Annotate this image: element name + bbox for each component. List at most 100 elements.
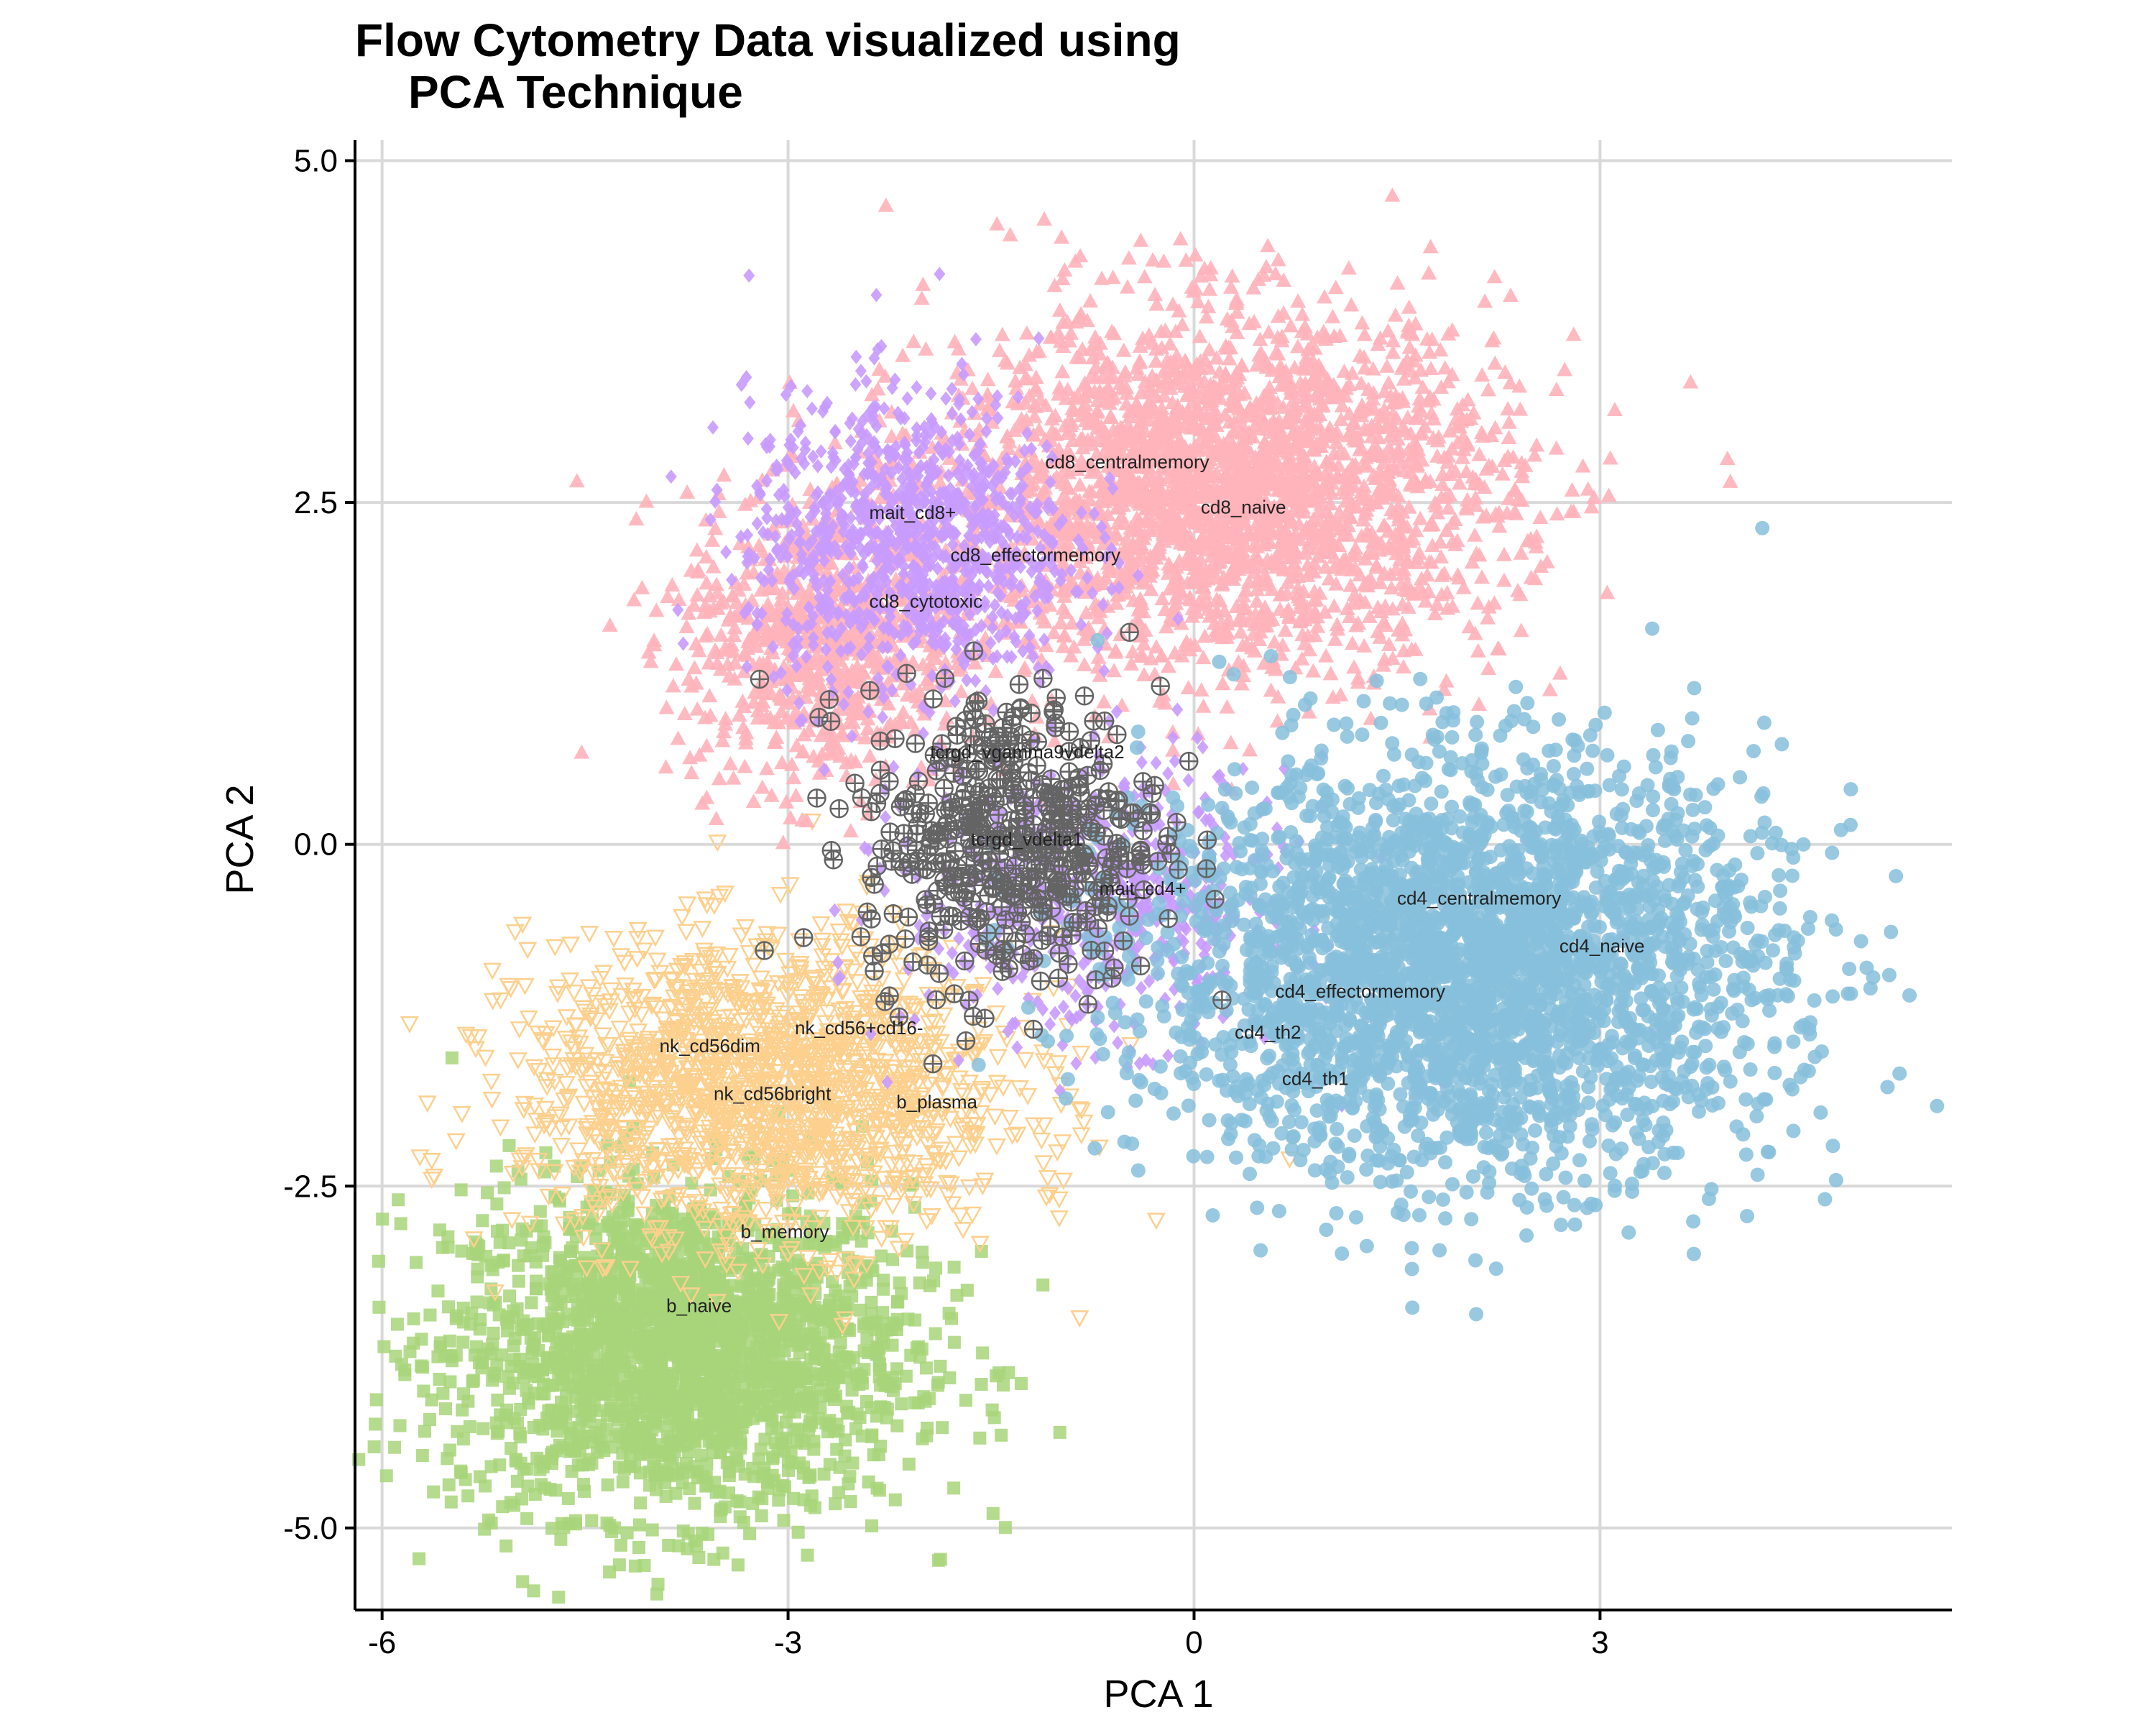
data-point	[846, 1456, 860, 1470]
data-point	[491, 1224, 505, 1238]
data-point	[433, 1223, 446, 1237]
data-point	[730, 1494, 744, 1508]
data-point	[721, 1391, 734, 1404]
data-point	[423, 1412, 436, 1426]
data-point	[439, 1402, 453, 1416]
data-point	[800, 1385, 814, 1399]
data-point	[569, 1390, 583, 1404]
data-point	[746, 1496, 760, 1510]
data-point	[595, 1435, 609, 1448]
data-point	[837, 1356, 851, 1370]
data-point	[668, 1325, 681, 1338]
data-point	[1036, 1278, 1050, 1292]
data-point	[844, 1495, 857, 1509]
data-point	[855, 1429, 869, 1443]
data-point	[603, 1316, 617, 1330]
data-point	[976, 1346, 990, 1360]
data-point	[695, 1448, 709, 1462]
data-point	[829, 1284, 842, 1297]
data-point	[916, 1256, 929, 1269]
data-point	[510, 1474, 524, 1488]
data-point	[987, 1411, 1001, 1425]
data-point	[377, 1340, 391, 1353]
data-point	[817, 1389, 831, 1403]
data-point	[682, 1231, 696, 1245]
data-point	[407, 1312, 420, 1325]
data-point	[754, 1443, 768, 1456]
data-point	[748, 1274, 762, 1287]
data-point	[513, 1352, 527, 1366]
data-point	[604, 1402, 617, 1415]
data-point	[720, 1358, 734, 1371]
data-point	[392, 1193, 405, 1207]
data-point	[546, 1286, 560, 1300]
data-point	[911, 1396, 925, 1409]
data-point	[872, 1358, 886, 1372]
data-point	[831, 1425, 845, 1438]
data-point	[768, 1302, 781, 1315]
data-point	[761, 1317, 775, 1331]
data-point	[865, 1295, 878, 1309]
data-point	[431, 1284, 445, 1298]
data-point	[960, 1284, 974, 1297]
data-point	[441, 1452, 454, 1466]
data-point	[793, 1456, 806, 1470]
data-point	[678, 1403, 691, 1417]
data-point	[849, 1367, 863, 1381]
data-point	[706, 1446, 720, 1460]
data-point	[623, 1410, 637, 1424]
data-point	[620, 1526, 634, 1540]
data-point	[630, 1316, 643, 1330]
data-point	[427, 1485, 441, 1499]
data-point	[656, 1388, 670, 1402]
data-point	[612, 1413, 625, 1427]
data-point	[788, 1423, 802, 1437]
data-point	[628, 1559, 642, 1573]
data-point	[586, 1348, 600, 1361]
data-point	[931, 1379, 944, 1392]
data-point	[575, 1345, 589, 1358]
data-point	[525, 1241, 538, 1255]
data-point	[973, 1431, 987, 1445]
data-point	[621, 1393, 635, 1407]
data-point	[629, 1243, 642, 1257]
data-point	[625, 1432, 639, 1445]
data-point	[505, 1442, 518, 1455]
data-point	[722, 1468, 736, 1482]
data-point	[501, 1316, 515, 1330]
data-point	[773, 1484, 786, 1497]
data-point	[669, 1486, 683, 1500]
data-point	[895, 1287, 908, 1300]
data-point	[610, 1233, 624, 1247]
data-point	[456, 1315, 470, 1329]
data-point	[507, 1339, 520, 1353]
data-point	[775, 1433, 788, 1447]
data-point	[712, 1371, 726, 1384]
data-point	[436, 1386, 450, 1400]
data-point	[701, 1527, 715, 1541]
data-point	[893, 1276, 906, 1289]
data-point	[787, 1491, 801, 1505]
data-point	[576, 1436, 589, 1450]
data-point	[608, 1384, 622, 1398]
data-point	[735, 1296, 749, 1310]
data-point	[497, 1181, 511, 1195]
data-point	[660, 1466, 673, 1479]
data-point	[875, 1249, 888, 1263]
data-point	[520, 1512, 534, 1525]
data-point	[586, 1358, 600, 1372]
data-point	[499, 1539, 513, 1552]
data-point	[514, 1430, 528, 1444]
data-point	[688, 1496, 701, 1510]
data-point	[454, 1183, 468, 1197]
data-point	[747, 1374, 760, 1388]
data-point	[456, 1335, 470, 1349]
data-point	[466, 1375, 479, 1389]
data-point	[777, 1514, 791, 1527]
data-points	[352, 187, 1945, 1604]
data-point	[578, 1484, 591, 1498]
data-point	[790, 1435, 803, 1449]
data-point	[557, 1336, 571, 1350]
data-point	[546, 1265, 560, 1279]
data-point	[543, 1483, 557, 1496]
